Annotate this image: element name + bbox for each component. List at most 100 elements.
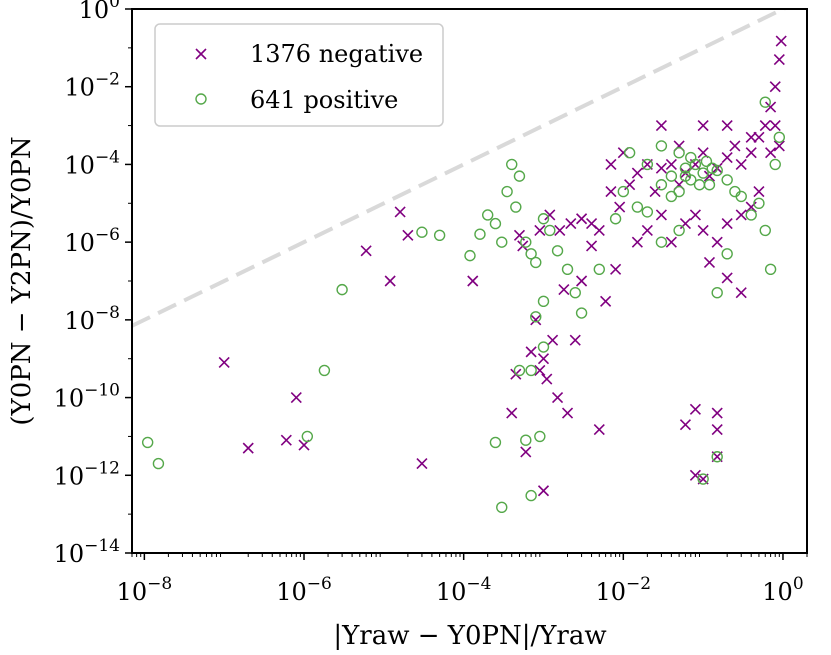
data-point-negative bbox=[541, 373, 553, 385]
data-point-positive bbox=[525, 489, 537, 502]
data-point-positive bbox=[655, 179, 668, 191]
data-point-positive bbox=[575, 307, 588, 319]
x-tick-label: 10−8 bbox=[117, 574, 173, 606]
data-point-negative bbox=[558, 284, 570, 296]
reference-line bbox=[132, 9, 788, 328]
data-point-negative bbox=[605, 158, 617, 170]
data-point-negative bbox=[655, 120, 667, 132]
legend-box bbox=[154, 23, 444, 127]
data-point-negative bbox=[665, 236, 677, 248]
data-point-positive bbox=[685, 151, 697, 164]
data-point-positive bbox=[525, 364, 537, 377]
data-point-positive bbox=[735, 190, 747, 203]
data-point-positive bbox=[593, 263, 605, 276]
data-point-negative bbox=[569, 334, 581, 346]
data-point-negative bbox=[711, 407, 723, 419]
data-point-positive bbox=[631, 201, 644, 213]
data-point-negative bbox=[631, 167, 643, 179]
data-point-negative bbox=[534, 364, 546, 376]
data-point-negative bbox=[773, 53, 785, 66]
data-point-negative bbox=[218, 356, 230, 369]
data-point-positive bbox=[769, 158, 781, 171]
ticks-layer: 10−8 10−6 10−4 10−2 100 10−14 10−12 10−10 10−8 10… bbox=[54, 0, 808, 606]
data-point-positive bbox=[501, 185, 513, 198]
data-point-positive bbox=[679, 170, 692, 182]
data-point-negative bbox=[641, 224, 653, 237]
data-point-positive bbox=[697, 167, 709, 179]
data-point-positive bbox=[530, 256, 542, 269]
data-point-positive bbox=[506, 158, 518, 171]
data-point-positive bbox=[520, 236, 532, 248]
data-point-negative bbox=[576, 275, 588, 287]
data-point-positive bbox=[534, 430, 546, 443]
data-point-positive bbox=[721, 174, 733, 186]
data-point-positive bbox=[530, 311, 542, 323]
data-point-negative bbox=[534, 224, 546, 237]
data-point-negative bbox=[280, 434, 292, 446]
data-point-negative bbox=[745, 147, 757, 159]
data-point-negative bbox=[506, 407, 518, 419]
data-point-negative bbox=[655, 209, 667, 221]
data-point-positive bbox=[753, 197, 765, 209]
data-point-positive bbox=[665, 170, 678, 182]
data-point-positive bbox=[489, 436, 502, 449]
data-point-negative bbox=[735, 287, 747, 299]
y-tick-label: 10−2 bbox=[64, 70, 120, 102]
data-point-negative bbox=[703, 256, 716, 269]
data-point-negative bbox=[697, 224, 709, 237]
data-point-positive bbox=[679, 162, 692, 174]
data-point-negative bbox=[530, 314, 542, 326]
x-axis-label: |Υraw − Υ0PN|/Υraw bbox=[333, 621, 606, 651]
data-point-negative bbox=[729, 140, 741, 152]
data-point-negative bbox=[544, 209, 556, 221]
data-point-negative bbox=[721, 272, 733, 284]
data-point-negative bbox=[394, 206, 406, 218]
data-point-positive bbox=[655, 236, 668, 248]
data-point-negative bbox=[631, 236, 643, 248]
data-point-positive bbox=[141, 436, 154, 449]
y-tick-label: 100 bbox=[79, 0, 120, 24]
y-axis-label: (Υ0PN − Υ2PN)/Υ0PN bbox=[7, 136, 37, 425]
data-point-positive bbox=[759, 224, 771, 237]
data-point-positive bbox=[537, 341, 550, 353]
data-point-positive bbox=[551, 245, 564, 257]
legend-marker-negative bbox=[195, 48, 207, 60]
data-point-negative bbox=[520, 446, 532, 458]
data-point-negative bbox=[665, 158, 677, 170]
data-point-positive bbox=[569, 286, 581, 299]
y-tick-label: 10−12 bbox=[54, 458, 120, 490]
data-point-negative bbox=[561, 407, 574, 419]
x-tick-label: 10−2 bbox=[596, 574, 652, 606]
data-point-negative bbox=[467, 275, 479, 287]
data-point-positive bbox=[336, 283, 348, 296]
data-point-negative bbox=[585, 240, 598, 252]
data-point-negative bbox=[711, 236, 723, 248]
data-point-positive bbox=[623, 147, 636, 159]
data-point-positive bbox=[544, 224, 556, 237]
legend: 1376 negative 641 positive bbox=[154, 23, 444, 127]
data-point-positive bbox=[745, 209, 757, 221]
data-point-negative bbox=[593, 224, 605, 237]
data-point-positive bbox=[665, 190, 678, 203]
data-point-negative bbox=[384, 275, 396, 287]
data-point-negative bbox=[537, 485, 550, 497]
y-tick-label: 10−6 bbox=[64, 225, 120, 257]
data-point-positive bbox=[655, 140, 668, 152]
data-point-negative bbox=[775, 35, 787, 47]
data-point-negative bbox=[565, 218, 577, 230]
data-point-negative bbox=[753, 186, 765, 198]
data-point-negative bbox=[551, 392, 564, 404]
data-point-negative bbox=[765, 101, 777, 113]
data-point-positive bbox=[561, 263, 574, 276]
data-point-positive bbox=[706, 162, 718, 174]
data-point-positive bbox=[693, 179, 706, 191]
data-point-negative bbox=[711, 424, 723, 436]
data-point-negative bbox=[759, 120, 771, 132]
data-point-positive bbox=[641, 206, 654, 218]
legend-x-marker bbox=[195, 48, 207, 60]
data-point-negative bbox=[416, 458, 428, 470]
data-point-negative bbox=[614, 201, 626, 213]
data-point-negative bbox=[525, 346, 537, 358]
y-tick-label: 10−8 bbox=[64, 303, 120, 335]
data-point-positive bbox=[697, 473, 709, 485]
